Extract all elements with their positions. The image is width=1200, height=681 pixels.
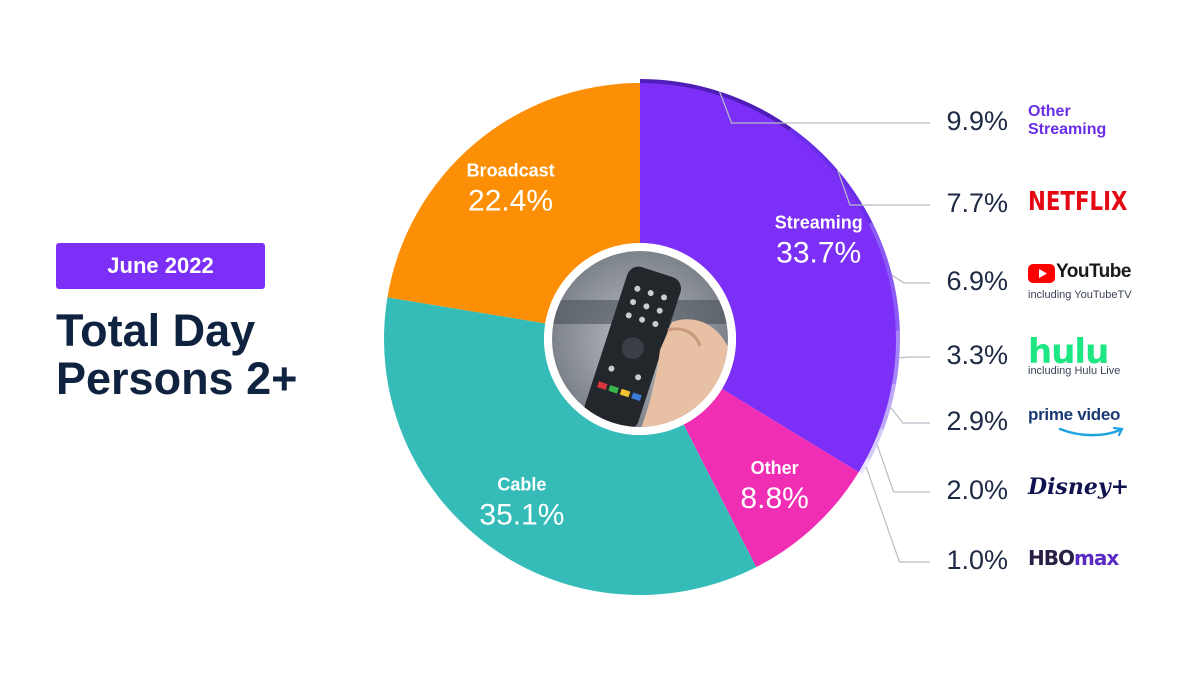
hulu-sublabel: including Hulu Live [1028, 365, 1121, 377]
connector-hbo-max [865, 466, 930, 563]
legend-value: 6.9% [946, 266, 1008, 296]
title-line-1: Total Day [56, 305, 256, 356]
hulu-logo: hulu including Hulu Live [1028, 331, 1188, 379]
max-wordmark: max [1073, 546, 1119, 570]
slice-label-cable: Cable [497, 474, 546, 494]
legend-value: 9.9% [946, 106, 1008, 136]
connector-hulu [899, 356, 930, 359]
slice-label-other: Other [751, 458, 799, 478]
hulu-wordmark: hulu [1028, 332, 1109, 372]
legend-value: 3.3% [946, 340, 1008, 370]
connector-netflix [837, 169, 930, 206]
slice-value-cable: 35.1% [479, 498, 564, 531]
youtube-logo: YouTube including YouTubeTV [1028, 257, 1188, 305]
connector-disney [876, 445, 930, 493]
slice-label-broadcast: Broadcast [467, 161, 555, 181]
slice-value-broadcast: 22.4% [468, 185, 553, 218]
prime-video-wordmark: prime video [1028, 405, 1121, 424]
other-streaming-label: Other Streaming [1028, 97, 1188, 145]
disney-plus-wordmark: Disney+ [1028, 474, 1130, 500]
other-streaming-line-2: Streaming [1028, 121, 1107, 138]
slice-value-streaming: 33.7% [776, 237, 861, 270]
youtube-sublabel: including YouTubeTV [1028, 289, 1132, 301]
hbo-max-logo: HBOmax [1028, 536, 1188, 584]
connector-prime-video [890, 407, 930, 424]
slice-value-other: 8.8% [740, 482, 808, 515]
date-badge: June 2022 [56, 243, 265, 289]
legend-value: 2.9% [946, 406, 1008, 436]
netflix-logo: NETFLIX [1028, 179, 1188, 227]
other-streaming-line-1: Other [1028, 103, 1071, 120]
slice-broadcast [387, 83, 640, 324]
disney-plus-logo: Disney+ [1028, 466, 1188, 514]
youtube-play-icon [1028, 264, 1055, 283]
connector-youtube [891, 274, 930, 284]
slice-label-streaming: Streaming [775, 213, 863, 233]
prime-video-logo: prime video [1028, 397, 1188, 445]
tv-remote-photo [544, 243, 736, 435]
page-title: Total Day Persons 2+ [56, 307, 356, 403]
connector-other-streaming [719, 91, 930, 124]
chart-title-panel: June 2022 Total Day Persons 2+ [56, 243, 356, 403]
prime-smile-icon [1058, 426, 1124, 437]
youtube-wordmark: YouTube [1056, 261, 1131, 282]
netflix-wordmark: NETFLIX [1028, 187, 1128, 217]
slice-streaming [640, 83, 896, 473]
legend-value: 7.7% [946, 188, 1008, 218]
legend-value: 2.0% [946, 475, 1008, 505]
slice-other [683, 388, 859, 568]
hbo-wordmark: HBO [1028, 546, 1075, 570]
legend-value: 1.0% [946, 545, 1008, 575]
title-line-2: Persons 2+ [56, 353, 298, 404]
slice-cable [384, 297, 757, 595]
